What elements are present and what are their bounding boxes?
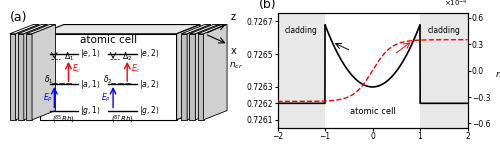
Text: $\times10^{-4}$: $\times10^{-4}$ [444,0,468,9]
Text: (a): (a) [10,11,27,24]
Polygon shape [24,25,48,120]
Text: z: z [230,12,235,22]
Text: $(^{85}Rb)$: $(^{85}Rb)$ [52,114,75,126]
Polygon shape [176,25,200,120]
Polygon shape [40,34,176,120]
Text: x: x [230,46,236,56]
Polygon shape [198,34,203,120]
Text: $E_c$: $E_c$ [72,63,82,75]
Text: $\delta_1$: $\delta_1$ [44,74,54,86]
Text: atomic cell: atomic cell [80,35,137,45]
Polygon shape [181,34,187,120]
Polygon shape [190,25,219,34]
Text: $E_c$: $E_c$ [130,63,140,75]
Text: $|e,2\rangle$: $|e,2\rangle$ [139,47,160,60]
Polygon shape [18,34,24,120]
Polygon shape [10,34,16,120]
Text: $|g,1\rangle$: $|g,1\rangle$ [80,104,100,117]
Text: $(^{87}Rb)$: $(^{87}Rb)$ [111,114,134,126]
Polygon shape [32,25,56,120]
Polygon shape [204,25,227,120]
Polygon shape [26,25,56,34]
Text: $\delta_2$: $\delta_2$ [102,74,112,86]
Text: $E_P$: $E_P$ [102,91,112,104]
Text: $|a,2\rangle$: $|a,2\rangle$ [139,78,159,91]
Bar [420,13,468,128]
Polygon shape [16,25,39,120]
Polygon shape [187,25,210,120]
Polygon shape [181,25,210,34]
Y-axis label: $n_{ci}$: $n_{ci}$ [495,71,500,81]
Polygon shape [26,34,32,120]
Y-axis label: $n_{cr}$: $n_{cr}$ [228,60,242,71]
Text: (b): (b) [258,0,276,11]
Text: $|e,1\rangle$: $|e,1\rangle$ [80,47,100,60]
Text: $\Delta_2$: $\Delta_2$ [122,50,132,63]
Text: $|g,2\rangle$: $|g,2\rangle$ [139,104,160,117]
Text: cladding: cladding [428,26,460,35]
Bar [278,13,325,128]
Text: cladding: cladding [285,26,318,35]
Polygon shape [190,34,196,120]
Text: $E_P$: $E_P$ [42,91,52,104]
Text: atomic cell: atomic cell [350,107,396,116]
Text: $\Delta_1$: $\Delta_1$ [64,50,74,63]
Polygon shape [18,25,48,34]
Polygon shape [10,25,39,34]
Polygon shape [40,25,200,34]
Polygon shape [198,25,227,34]
Text: $|a,1\rangle$: $|a,1\rangle$ [80,78,100,91]
Polygon shape [196,25,219,120]
